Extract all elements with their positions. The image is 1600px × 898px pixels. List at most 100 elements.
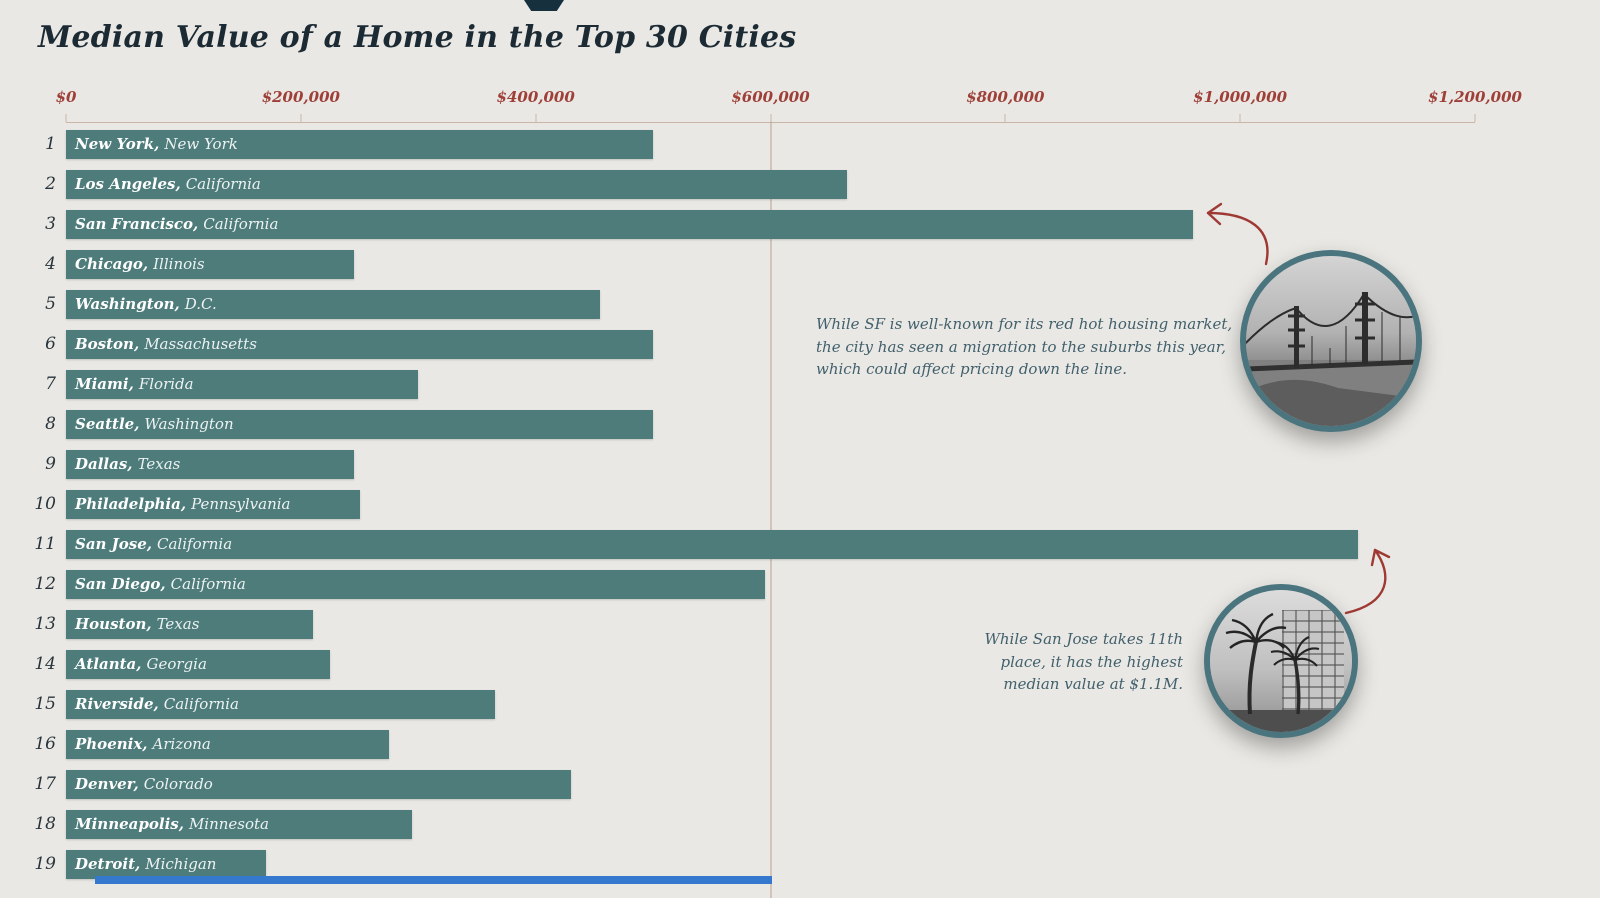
annotation-text-line: the city has seen a migration to the sub… [816, 337, 1227, 356]
rank-label: 18 [34, 814, 56, 834]
annotation-text-line: While San Jose takes 11th [984, 630, 1183, 648]
state-label: Texas [137, 455, 181, 473]
city-label: Atlanta, [75, 655, 142, 673]
state-label: California [203, 215, 279, 233]
city-label: Washington, [75, 295, 180, 313]
state-label: California [170, 575, 246, 593]
state-label: Massachusetts [144, 335, 257, 353]
city-label: Los Angeles, [75, 175, 181, 193]
bar-row: 17 Denver, Colorado [0, 764, 1600, 804]
rank-label: 10 [34, 494, 56, 514]
city-label: Philadelphia, [75, 495, 187, 513]
rank-label: 17 [34, 774, 56, 794]
bar-row: 18 Minneapolis, Minnesota [0, 804, 1600, 844]
golden-gate-bridge-photo [1240, 250, 1422, 432]
x-axis-tick-mark [535, 114, 537, 122]
state-label: Arizona [152, 735, 211, 753]
rank-label: 14 [34, 654, 56, 674]
x-axis-tick-label: $1,000,000 [1193, 88, 1288, 106]
rank-label: 1 [45, 134, 56, 154]
city-label: Detroit, [75, 855, 141, 873]
value-bar: Los Angeles, California [66, 169, 847, 199]
rank-label: 4 [45, 254, 56, 274]
state-label: Pennsylvania [191, 495, 291, 513]
bar-row: 4 Chicago, Illinois [0, 244, 1600, 284]
rank-label: 8 [45, 414, 56, 434]
x-axis-tick-label: $400,000 [496, 88, 575, 106]
city-label: San Jose, [75, 535, 152, 553]
state-label: Illinois [153, 255, 205, 273]
san-jose-palm-trees-photo [1204, 584, 1358, 738]
bar-row: 7 Miami, Florida [0, 364, 1600, 404]
x-axis-tick-mark [1474, 114, 1476, 122]
rank-label: 2 [45, 174, 56, 194]
city-label: Dallas, [75, 455, 133, 473]
city-label: San Francisco, [75, 215, 199, 233]
bar-row: 1 New York, New York [0, 124, 1600, 164]
state-label: California [185, 175, 261, 193]
bar-row: 3 San Francisco, California [0, 204, 1600, 244]
city-label: Seattle, [75, 415, 140, 433]
bar-row: 9 Dallas, Texas [0, 444, 1600, 484]
bar-row: 12 San Diego, California [0, 564, 1600, 604]
bar-row: 14 Atlanta, Georgia [0, 644, 1600, 684]
city-label: Phoenix, [75, 735, 148, 753]
state-label: Michigan [145, 855, 217, 873]
value-bar: New York, New York [66, 129, 654, 159]
state-label: Florida [138, 375, 194, 393]
value-bar: Minneapolis, Minnesota [66, 809, 413, 839]
bar-rows: 1 New York, New York 2 Los Angeles, Californi… [0, 124, 1600, 884]
bar-row: 11 San Jose, California [0, 524, 1600, 564]
state-label: Colorado [143, 775, 213, 793]
value-bar: Philadelphia, Pennsylvania [66, 489, 360, 519]
value-bar: San Francisco, California [66, 209, 1194, 239]
bar-row: 10 Philadelphia, Pennsylvania [0, 484, 1600, 524]
state-label: Georgia [146, 655, 207, 673]
rank-label: 16 [34, 734, 56, 754]
rank-label: 11 [34, 534, 56, 554]
value-bar: San Jose, California [66, 529, 1358, 559]
city-label: Boston, [75, 335, 140, 353]
city-label: San Diego, [75, 575, 166, 593]
rank-label: 9 [45, 454, 56, 474]
state-label: California [157, 535, 233, 553]
value-bar: Dallas, Texas [66, 449, 354, 479]
san-jose-annotation: While San Jose takes 11th place, it has … [984, 628, 1183, 696]
x-axis-tick-mark [300, 114, 302, 122]
x-axis-tick-mark [770, 114, 771, 122]
city-label: Riverside, [75, 695, 159, 713]
value-bar: Seattle, Washington [66, 409, 654, 439]
state-label: Minnesota [188, 815, 269, 833]
value-bar: Washington, D.C. [66, 289, 601, 319]
state-label: D.C. [184, 295, 217, 313]
chart-title: Median Value of a Home in the Top 30 Cit… [38, 20, 797, 55]
value-bar: San Diego, California [66, 569, 765, 599]
state-label: Texas [156, 615, 200, 633]
rank-label: 7 [45, 374, 56, 394]
bar-row: 15 Riverside, California [0, 684, 1600, 724]
x-axis-tick-mark [1239, 114, 1241, 122]
value-bar: Detroit, Michigan [66, 849, 266, 879]
rank-label: 5 [45, 294, 56, 314]
bar-row: 13 Houston, Texas [0, 604, 1600, 644]
value-bar: Boston, Massachusetts [66, 329, 654, 359]
rank-label: 15 [34, 694, 56, 714]
value-bar: Riverside, California [66, 689, 495, 719]
state-label: Washington [144, 415, 234, 433]
rank-label: 6 [45, 334, 56, 354]
annotation-text-line: place, it has the highest [1000, 652, 1183, 671]
bar-row: 8 Seattle, Washington [0, 404, 1600, 444]
x-axis-tick-label: $600,000 [731, 88, 810, 106]
bar-row: 5 Washington, D.C. [0, 284, 1600, 324]
annotation-text-line: While SF is well-known for its red hot h… [816, 315, 1233, 333]
value-bar: Houston, Texas [66, 609, 313, 639]
value-bar: Atlanta, Georgia [66, 649, 331, 679]
x-axis-tick-label: $0 [55, 88, 77, 106]
x-axis-tick-mark [65, 114, 67, 122]
annotation-text-line: median value at $1.1M. [1003, 675, 1183, 693]
state-label: New York [164, 135, 238, 153]
bottom-blue-strip [95, 876, 772, 884]
city-label: Miami, [75, 375, 134, 393]
rank-label: 12 [34, 574, 56, 594]
